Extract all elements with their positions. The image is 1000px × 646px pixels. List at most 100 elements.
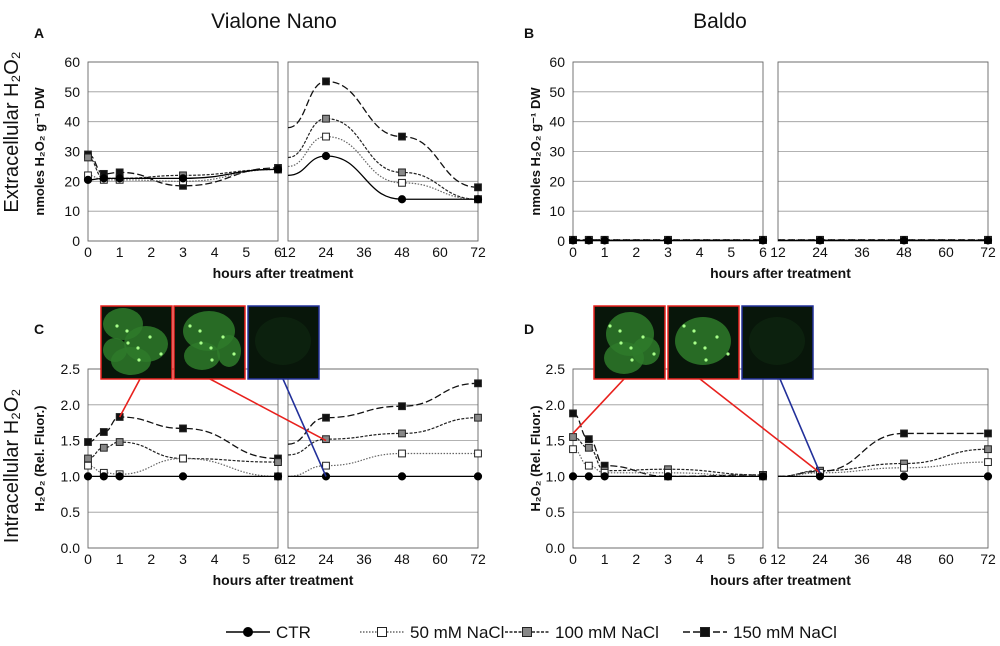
y-axis-label: H₂O₂ (Rel. Fluor.)	[32, 405, 47, 511]
y-tick-label: 2.5	[61, 361, 81, 377]
y-tick-label: 50	[64, 84, 80, 100]
y-tick-label: 0	[72, 233, 80, 249]
data-point	[398, 449, 406, 458]
data-point	[899, 236, 909, 245]
data-point	[397, 472, 407, 481]
y-tick-label: 20	[549, 173, 565, 189]
series-line	[87, 416, 279, 460]
data-point	[322, 77, 330, 86]
data-point	[663, 236, 673, 245]
data-point	[321, 151, 331, 161]
series-150-mm-nacl	[569, 409, 992, 481]
x-tick-label: 3	[664, 551, 672, 567]
cell-cluster	[749, 317, 805, 365]
fluorescent-spot	[630, 358, 634, 362]
x-tick-label: 3	[664, 244, 672, 260]
cell-cluster	[103, 338, 127, 362]
connector-line	[779, 378, 821, 474]
y-tick-label: 30	[549, 144, 565, 160]
x-axis-label: hours after treatment	[213, 265, 354, 281]
fluorescent-spot	[210, 358, 214, 362]
x-tick-label: 5	[242, 244, 250, 260]
x-tick-label: 0	[569, 551, 577, 567]
microscopy-image: 150 mM NaCl 0 h	[593, 305, 666, 380]
fluorescent-spot	[704, 358, 708, 362]
x-tick-label: 3	[179, 244, 187, 260]
data-point	[663, 472, 673, 481]
connector-line	[699, 378, 821, 474]
plot-area-early	[87, 61, 279, 242]
y-tick-label: 0.0	[546, 540, 566, 556]
legend-item: 150 mM NaCl	[683, 623, 837, 642]
series-line	[777, 432, 988, 478]
data-point	[569, 445, 577, 454]
data-point	[84, 438, 92, 446]
y-tick-label: 0	[557, 233, 565, 249]
legend-label: CTR	[276, 623, 311, 642]
fluorescent-spot	[126, 341, 130, 345]
panel-letter: B	[524, 25, 534, 41]
data-point	[584, 435, 593, 444]
x-tick-label: 48	[394, 551, 410, 567]
fluorescent-spot	[629, 346, 633, 350]
fluorescent-spot	[137, 358, 141, 362]
x-tick-label: 48	[394, 244, 410, 260]
series-100-mm-nacl	[84, 413, 482, 466]
series-line	[87, 168, 279, 182]
series-line	[287, 452, 478, 477]
data-point	[758, 472, 768, 481]
series-line	[87, 441, 279, 463]
x-tick-label: 24	[812, 244, 828, 260]
data-point	[273, 165, 283, 174]
plot-area-early	[572, 61, 764, 242]
fluorescent-spot	[693, 341, 697, 345]
image-frame	[100, 305, 173, 380]
x-tick-label: 72	[980, 244, 996, 260]
data-point	[179, 424, 187, 433]
x-tick-label: 6	[274, 244, 282, 260]
data-point	[569, 409, 577, 418]
x-axis-label: hours after treatment	[710, 265, 851, 281]
microscopy-image: 150 mM NaCl 24 h	[667, 305, 740, 380]
data-point	[474, 183, 482, 192]
fluorescent-spot	[692, 329, 696, 333]
data-point	[899, 472, 909, 481]
fluorescent-spot	[198, 329, 202, 333]
cell-cluster	[675, 317, 731, 365]
x-tick-label: 4	[696, 551, 704, 567]
x-tick-label: 2	[147, 551, 155, 567]
connector-line	[572, 378, 625, 434]
data-point	[99, 428, 108, 436]
y-tick-label: 1.0	[61, 468, 81, 484]
data-point	[568, 472, 578, 481]
plot-frame	[777, 368, 989, 549]
x-tick-label: 12	[770, 244, 786, 260]
series-line	[287, 80, 479, 188]
fluorescent-spot	[148, 335, 152, 339]
cell-cluster	[184, 342, 220, 370]
y-tick-label: 40	[64, 114, 80, 130]
y-axis-label: H₂O₂ (Rel. Fluor.)	[528, 405, 543, 511]
x-tick-label: 72	[980, 551, 996, 567]
x-tick-label: 60	[432, 551, 448, 567]
x-tick-label: 2	[147, 244, 155, 260]
image-frame	[173, 305, 246, 380]
data-point	[900, 429, 908, 438]
y-tick-label: 2.0	[546, 397, 566, 413]
y-tick-label: 0.0	[61, 540, 81, 556]
data-point	[273, 472, 283, 481]
plot-frame	[572, 368, 764, 549]
series-line	[87, 457, 279, 477]
x-tick-label: 48	[896, 244, 912, 260]
series-ctr	[568, 472, 993, 481]
data-point	[984, 429, 992, 438]
data-point	[584, 236, 593, 245]
series-line	[777, 461, 989, 477]
x-tick-label: 3	[179, 551, 187, 567]
fluorescent-spot	[608, 324, 612, 328]
connector-line	[209, 378, 327, 442]
